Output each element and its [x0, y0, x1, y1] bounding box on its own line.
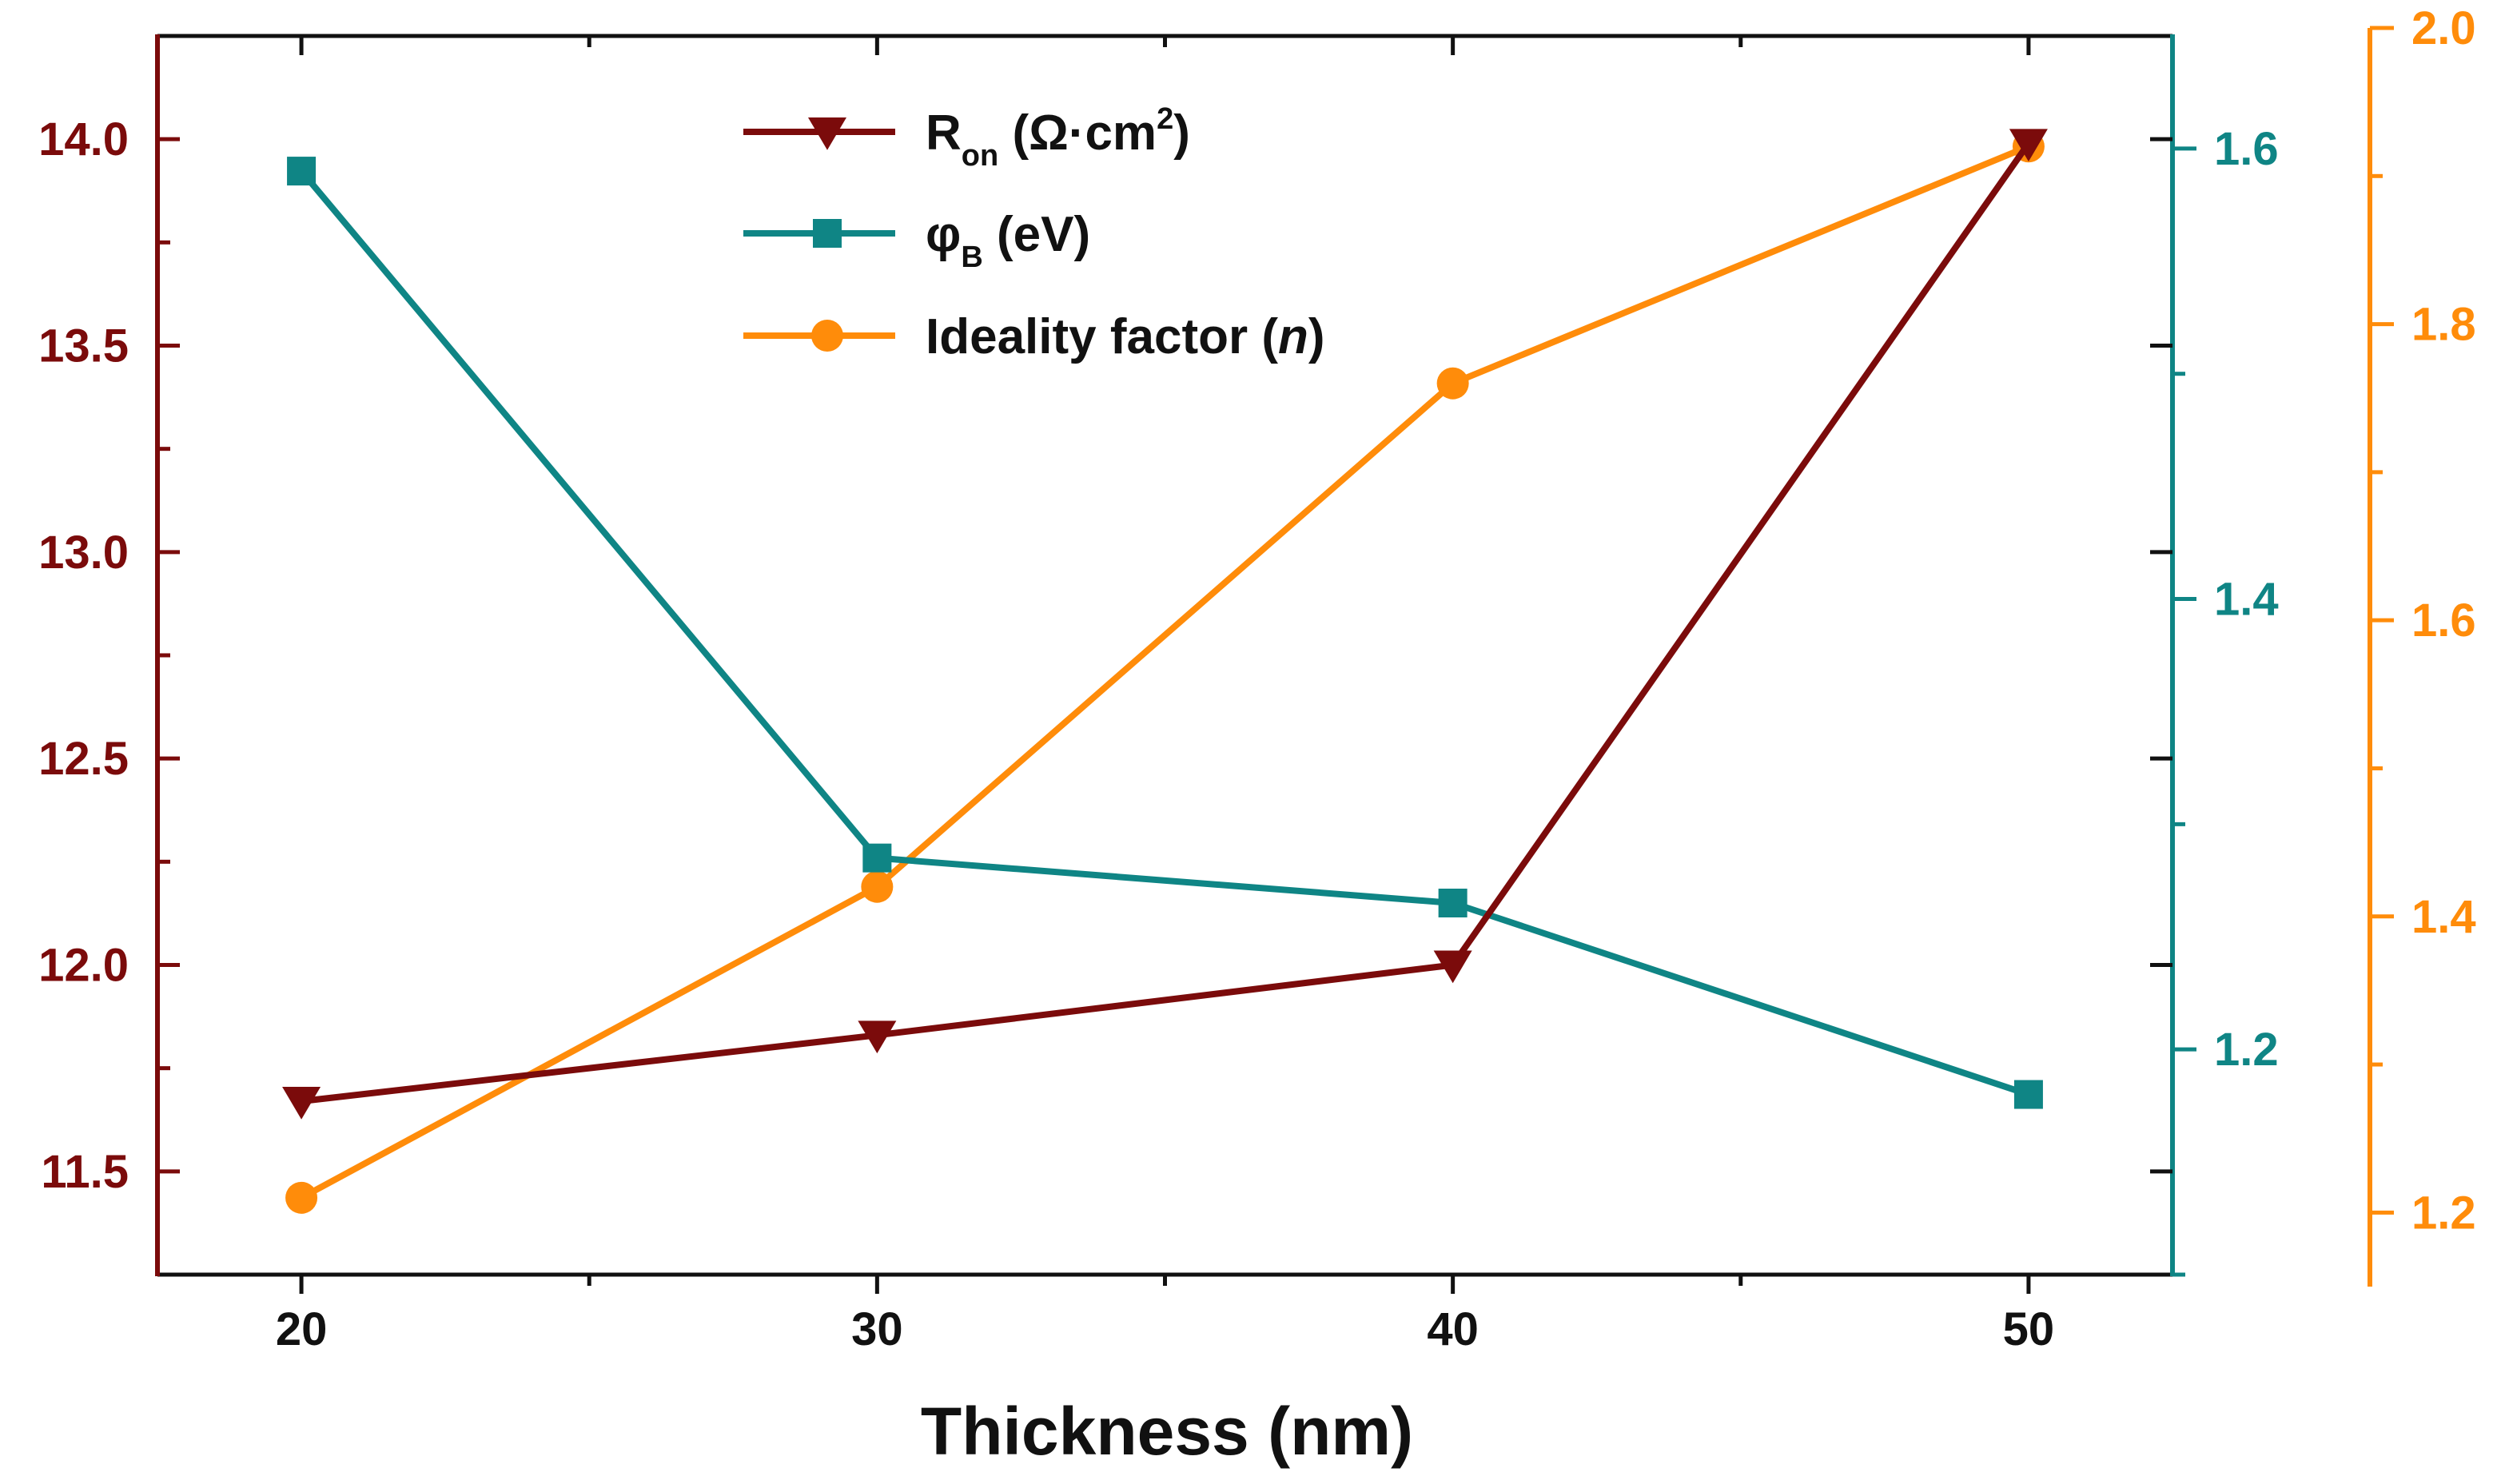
- right-outer-y-tick-label: 2.0: [2411, 2, 2476, 54]
- right-outer-y-tick-label: 1.4: [2411, 891, 2476, 943]
- data-point-phib: [287, 157, 317, 186]
- data-point-phib: [1438, 889, 1468, 917]
- x-tick-label: 50: [2003, 1303, 2055, 1355]
- left-y-tick-label: 13.0: [38, 527, 129, 579]
- left-y-tick-label: 14.0: [38, 113, 129, 165]
- data-point-ron: [858, 1020, 897, 1054]
- data-point-ron: [2009, 129, 2048, 162]
- legend-label-phib: φB (eV): [926, 207, 1090, 274]
- x-tick-label: 30: [851, 1303, 903, 1355]
- legend-label-ideality: Ideality factor (n): [926, 309, 1325, 364]
- x-axis-title: Thickness (nm): [921, 1394, 1413, 1469]
- left-y-tick-label: 13.5: [38, 320, 129, 372]
- legend-marker-ron: [808, 117, 846, 150]
- legend-marker-phib: [813, 219, 842, 248]
- left-y-tick-label: 12.5: [38, 733, 129, 785]
- x-tick-label: 40: [1427, 1303, 1479, 1355]
- right-outer-y-tick-label: 1.6: [2411, 595, 2476, 647]
- series-line-phib: [299, 169, 2030, 1098]
- legend-marker-ideality: [811, 320, 843, 352]
- x-tick-label: 20: [276, 1303, 328, 1355]
- right-inner-y-tick-label: 1.2: [2214, 1024, 2279, 1076]
- legend-label-ron: Ron (Ω·cm2): [926, 102, 1190, 173]
- series-line-ron: [301, 141, 2032, 1104]
- data-point-ron: [282, 1087, 321, 1120]
- series-layer: [282, 129, 2048, 1214]
- right-inner-y-tick-label: 1.4: [2214, 574, 2279, 626]
- data-point-ron: [1433, 950, 1472, 984]
- right-outer-y-tick-label: 1.8: [2411, 299, 2476, 351]
- left-y-tick-label: 11.5: [41, 1146, 129, 1198]
- data-point-phib: [862, 843, 892, 873]
- right-inner-y-tick-label: 1.6: [2214, 123, 2279, 175]
- right-outer-y-tick-label: 1.2: [2411, 1187, 2476, 1239]
- left-y-tick-label: 12.0: [38, 940, 129, 992]
- data-point-ideality: [1436, 367, 1469, 400]
- legend: Ron (Ω·cm2) φB (eV) Ideality factor (n): [743, 102, 1325, 364]
- data-point-phib: [2013, 1080, 2043, 1109]
- axes-layer: 20 30 40 50 11.5 12.0 12.5 13.0 13.5 14.0 1.2 1.4 1.…: [38, 2, 2476, 1355]
- data-point-ideality: [285, 1181, 318, 1214]
- data-point-ideality: [861, 870, 894, 903]
- series-line-ideality: [300, 143, 2030, 1201]
